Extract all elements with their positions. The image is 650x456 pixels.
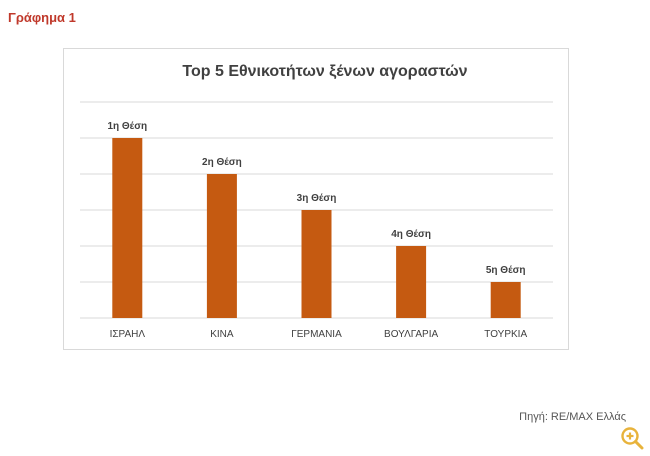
data-label: 1η Θέση	[107, 121, 147, 132]
bar	[490, 282, 521, 318]
zoom-in-icon[interactable]	[619, 425, 645, 451]
bar	[396, 246, 427, 318]
data-label: 5η Θέση	[486, 265, 526, 276]
category-tick-label: ΙΣΡΑΗΛ	[110, 329, 146, 340]
bar	[112, 138, 143, 318]
figure-label: Γράφημα 1	[8, 10, 76, 25]
bar	[301, 210, 332, 318]
chart-title: Top 5 Εθνικοτήτων ξένων αγοραστών	[182, 63, 468, 80]
category-tick-label: ΓΕΡΜΑΝΙΑ	[291, 329, 342, 340]
category-tick-label: ΒΟΥΛΓΑΡΙΑ	[384, 329, 438, 340]
data-label: 3η Θέση	[297, 193, 337, 204]
category-tick-label: ΤΟΥΡΚΙΑ	[484, 329, 527, 340]
category-tick-label: ΚΙΝΑ	[210, 329, 234, 340]
data-label: 4η Θέση	[391, 229, 431, 240]
zoom-button[interactable]	[619, 425, 645, 451]
source-caption: Πηγή: RE/MAX Ελλάς	[519, 411, 626, 423]
bar	[206, 174, 237, 318]
data-label: 2η Θέση	[202, 157, 242, 168]
